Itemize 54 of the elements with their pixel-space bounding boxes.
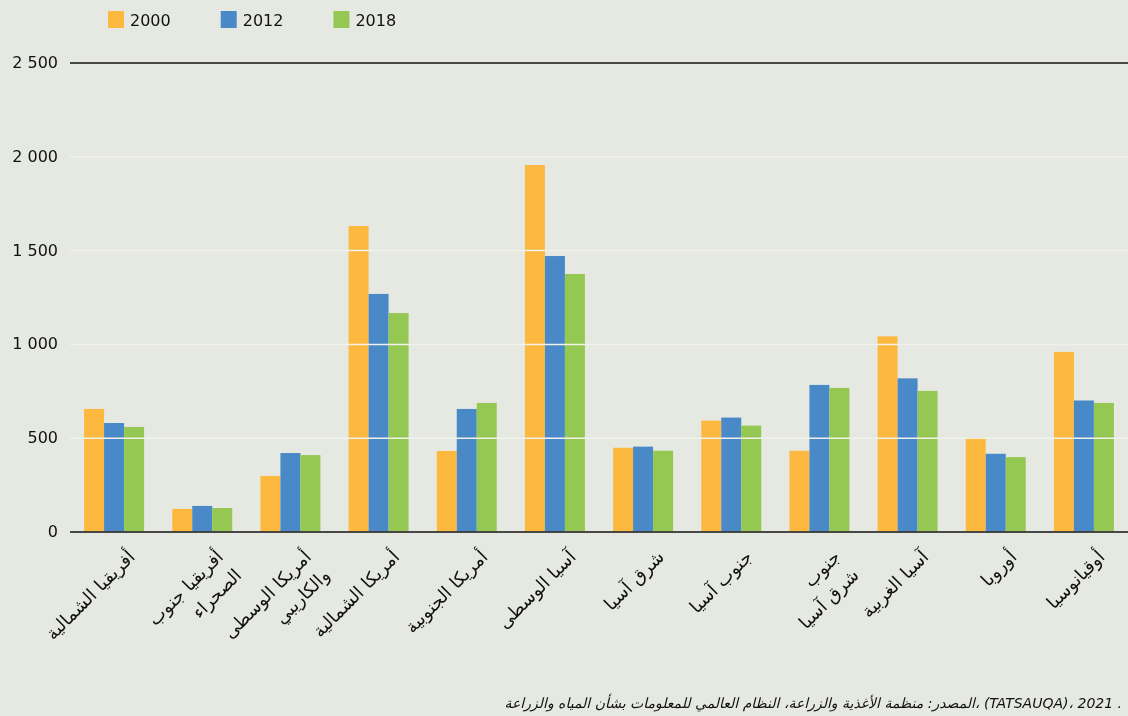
- bar: [613, 447, 634, 532]
- bar: [1053, 351, 1074, 532]
- bar: [348, 226, 369, 532]
- x-tick-label: جنوب آسيا: [684, 545, 757, 618]
- bar: [653, 450, 674, 532]
- x-tick-label: شرق آسيا: [598, 545, 669, 616]
- bar: [192, 505, 213, 532]
- y-tick-label: 1 000: [12, 334, 58, 354]
- bar: [280, 453, 301, 532]
- bar: [1005, 457, 1026, 532]
- x-tick-label: أوقيانوسيا: [1041, 545, 1110, 614]
- bar: [1093, 402, 1114, 532]
- bar: [985, 453, 1006, 532]
- bar: [633, 446, 654, 532]
- bar: [897, 378, 918, 532]
- bar: [456, 408, 477, 532]
- bar: [84, 408, 105, 532]
- legend-label: 2018: [355, 11, 397, 30]
- y-tick-label: 1 500: [12, 240, 58, 260]
- bar: [877, 336, 898, 532]
- bar: [829, 387, 850, 532]
- x-tick-label: أوروبا: [975, 545, 1022, 591]
- bar: [789, 450, 810, 532]
- bar: [300, 455, 321, 532]
- bar: [124, 426, 145, 532]
- legend-label: 2012: [242, 11, 284, 30]
- bar: [524, 165, 545, 532]
- y-tick-label: 2 000: [12, 146, 58, 166]
- bar: [172, 508, 193, 532]
- y-tick-label: 0: [47, 522, 58, 541]
- bar: [368, 293, 389, 532]
- x-tick-label: أفريقيا الشمالية: [40, 545, 140, 645]
- y-tick-label: 500: [27, 428, 58, 448]
- bar: [388, 313, 409, 532]
- bar: [965, 437, 986, 532]
- bar: [436, 450, 457, 532]
- bar: [701, 420, 722, 532]
- bar: [104, 423, 125, 532]
- bar: [1073, 400, 1094, 532]
- x-tick-label: جنوب شرق آسيا: [793, 545, 864, 634]
- legend-label: 2000: [130, 11, 171, 30]
- bar: [476, 402, 497, 532]
- bar: [544, 256, 565, 532]
- bar: [917, 390, 938, 532]
- bar: [260, 475, 281, 532]
- bar: [212, 507, 233, 532]
- x-tick-label: أمريكا الجنوبية: [399, 545, 493, 638]
- bar: [721, 417, 742, 532]
- bar: [741, 425, 762, 532]
- text: المصدر: منظمة الأغذية والزراعة، النظام العالمي للمعلومات بشأن المياه والزراعة، (TATSAUQA)، 2021 .: [504, 693, 1122, 712]
- x-tick-label: آسيا الوسطى: [492, 544, 582, 634]
- bar: [809, 384, 830, 532]
- y-tick-label: 2 500: [12, 53, 58, 72]
- bar: [564, 274, 585, 532]
